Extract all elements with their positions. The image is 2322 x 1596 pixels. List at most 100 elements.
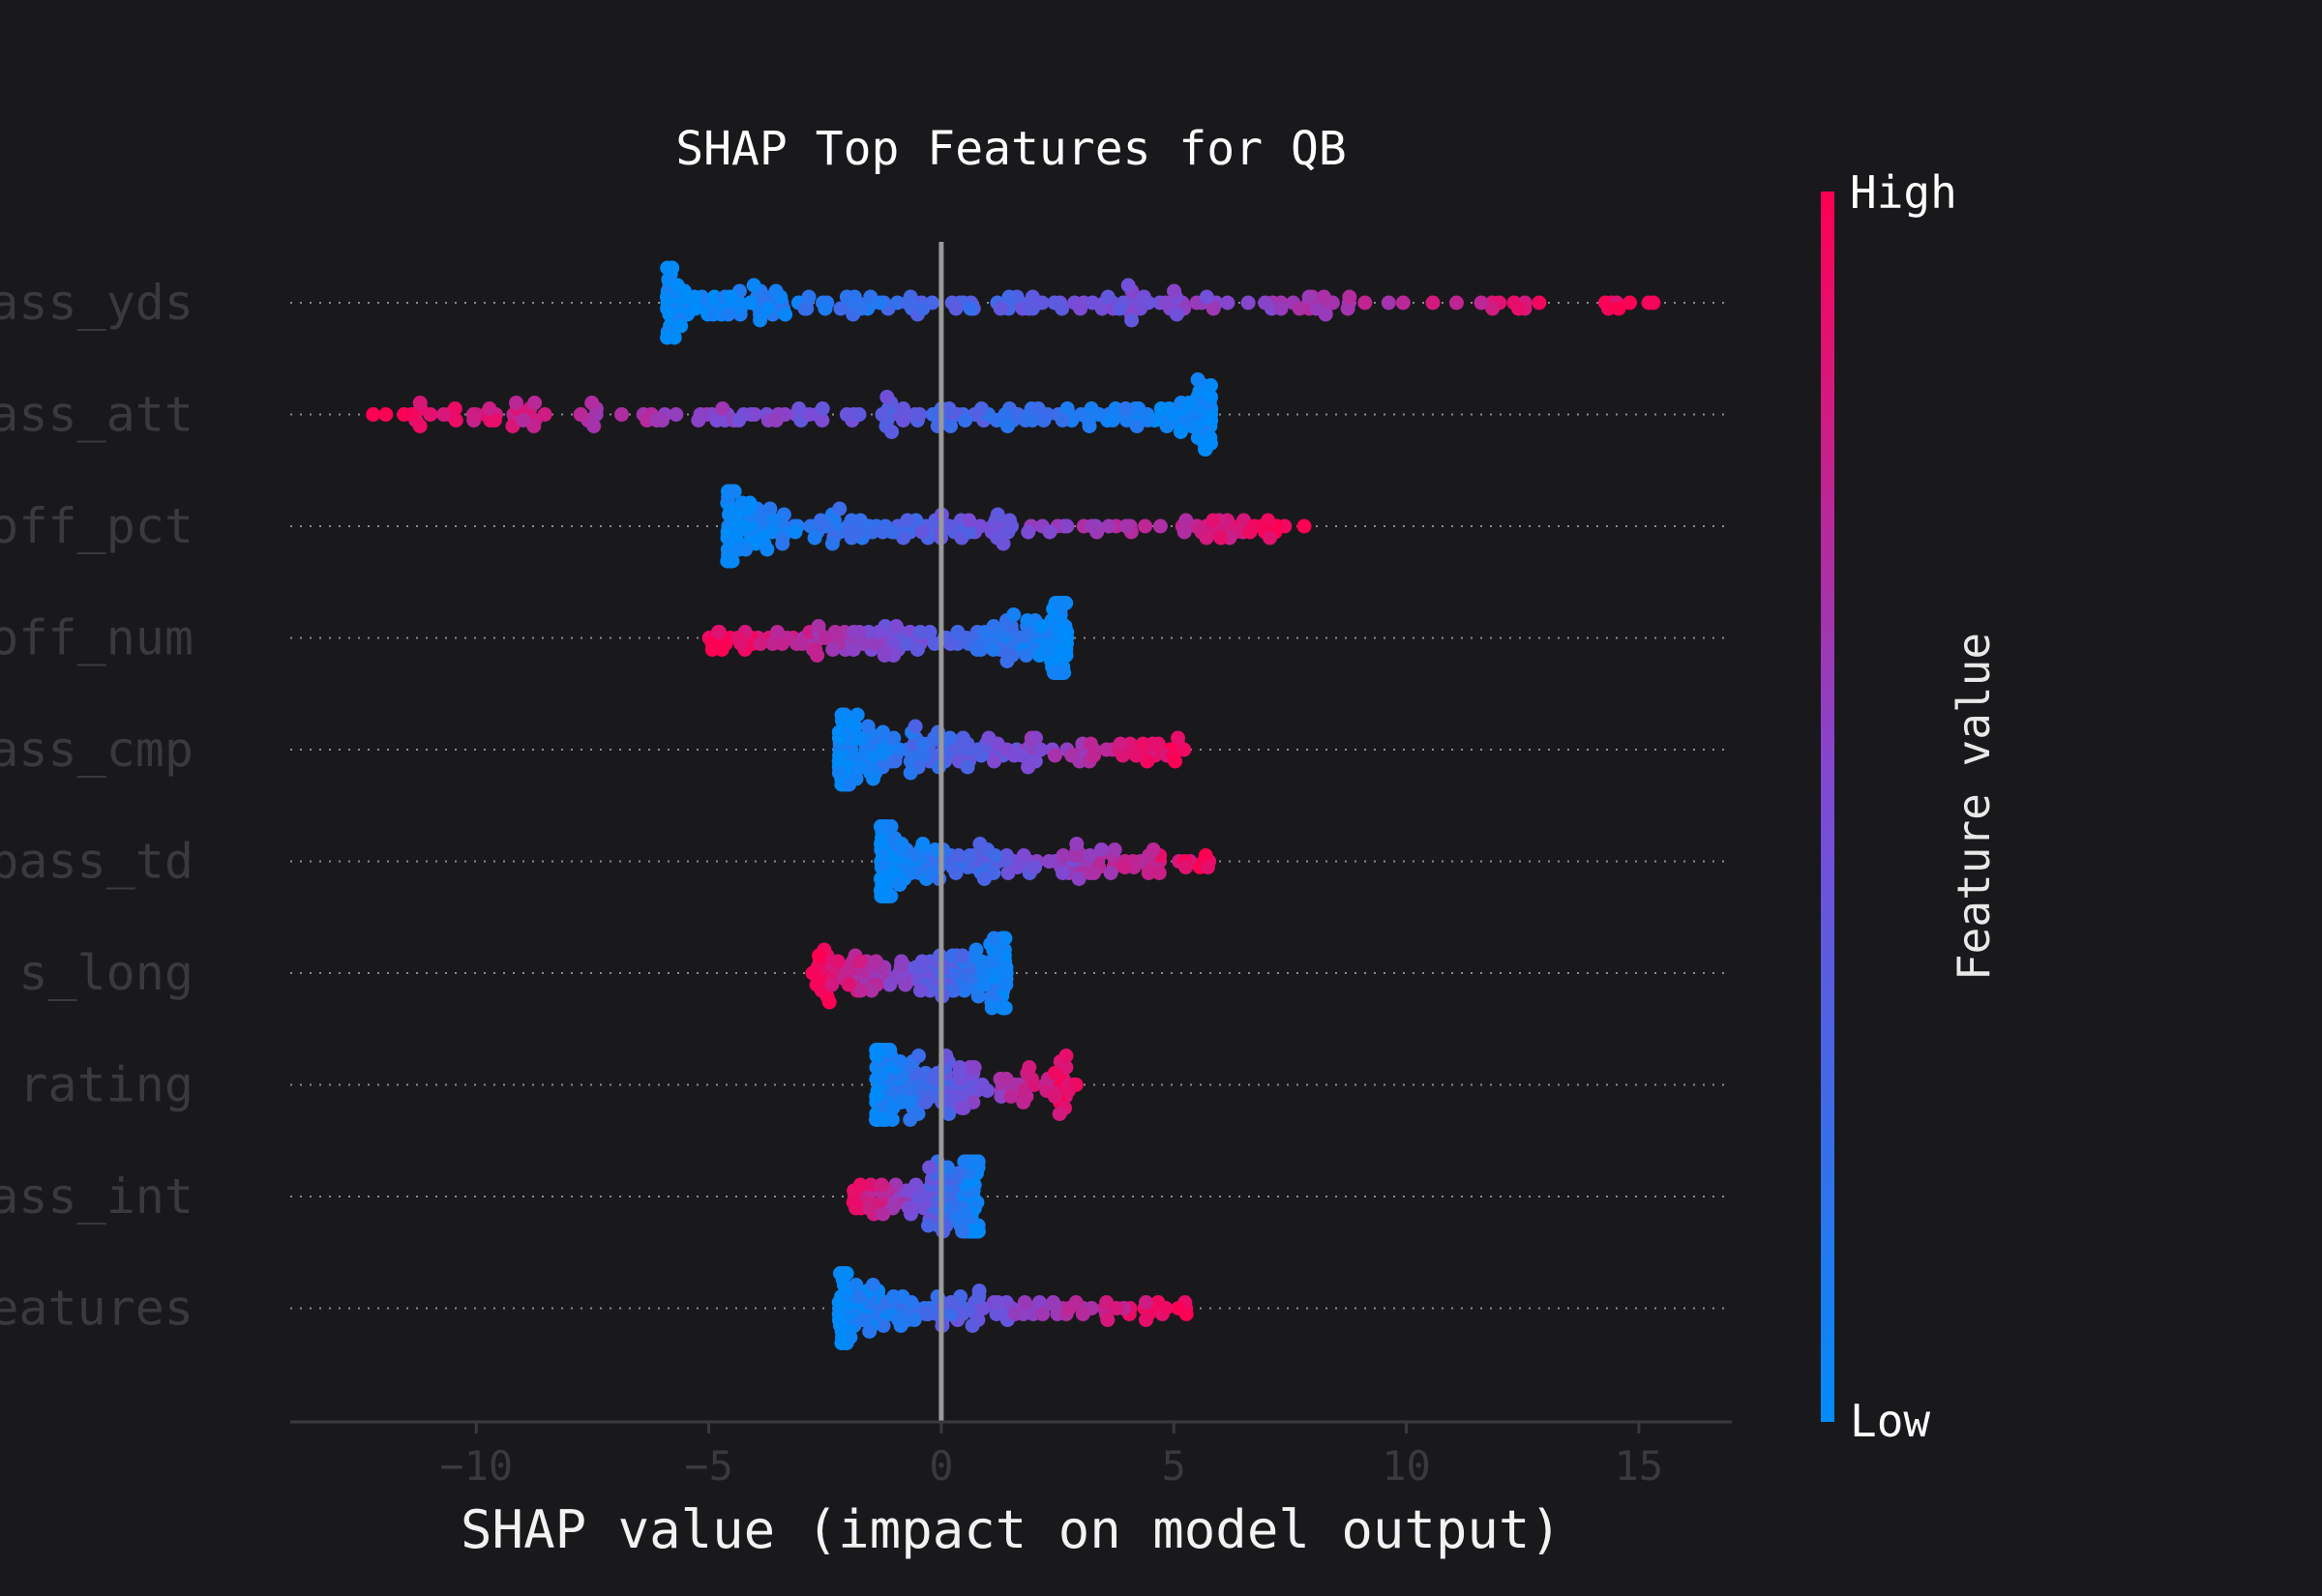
shap-point [1003,1089,1019,1104]
shap-point [831,724,847,740]
shap-point [963,301,978,316]
shap-point [911,1049,926,1063]
shap-point [1054,665,1069,680]
colorbar [1821,192,1834,1422]
shap-point [1001,289,1017,305]
shap-point [1056,848,1071,863]
shap-point [691,413,706,428]
shap-point [1055,413,1070,428]
shap-point [1135,736,1150,752]
shap-point [1069,837,1085,851]
shap-point [941,401,957,416]
feature-label: eatures [0,1281,194,1337]
shap-point [984,1000,999,1016]
shap-point [1622,295,1637,310]
shap-point [855,1313,871,1327]
shap-point [687,289,702,305]
shap-point [848,1200,864,1216]
shap-point [1301,289,1317,305]
shap-point [1206,513,1221,528]
shap-point [908,719,923,734]
shap-point [1171,1301,1186,1315]
shap-point [1511,301,1526,316]
shap-point [1342,289,1357,305]
shap-point [777,407,792,422]
shap-point [715,401,730,416]
shap-point [942,730,958,746]
shap-point [1206,301,1221,316]
shap-point [447,401,462,416]
shap-point [759,542,775,557]
shap-point [762,501,778,517]
shap-point [927,842,942,857]
shap-point [918,1095,934,1109]
shap-point [807,530,822,546]
shap-point [1046,1295,1061,1310]
feature-label: pass_td [0,834,194,890]
shap-point [1136,289,1151,305]
shap-point [896,530,911,546]
shap-point [1109,1301,1124,1315]
shap-point [1176,742,1192,757]
shap-point [996,1307,1011,1321]
shap-point [908,1177,924,1193]
shap-point [1083,848,1098,863]
shap-point [1140,754,1155,769]
shap-point [1099,742,1114,757]
shap-point [586,419,602,433]
shap-point [825,642,841,657]
shap-point [753,312,768,328]
shap-point [908,848,924,863]
shap-point [999,848,1014,863]
shap-point [948,866,964,880]
shap-point [1198,442,1212,457]
shap-point [1100,289,1116,305]
shap-point [839,407,854,422]
shap-point [948,301,964,316]
shap-point [1019,648,1034,663]
shap-point [927,730,942,746]
shap-point [1159,419,1175,433]
shap-point [1087,866,1101,880]
shap-point [998,960,1014,975]
shap-point [768,283,784,299]
shap-point [743,295,759,310]
shap-point [962,524,977,540]
shap-point [1016,848,1031,863]
shap-point [1138,518,1153,534]
shap-point [990,507,1005,522]
shap-point [1100,1313,1116,1327]
shap-point [1173,425,1188,439]
feature-label: rating [18,1057,194,1113]
shap-point [951,848,967,863]
shap-point [483,413,498,428]
shap-point [1120,278,1136,293]
shap-point [863,1177,878,1193]
shap-point [818,301,833,316]
shap-point [915,301,931,316]
shap-point [1474,295,1489,310]
x-tick-label: 10 [1382,1442,1431,1490]
shap-point [1055,301,1070,316]
shap-point [873,295,888,310]
shap-point [1042,524,1057,540]
shap-point [987,754,1001,769]
shap-point [1017,1295,1032,1310]
shap-point [852,1177,868,1193]
shap-point [1117,401,1133,416]
feature-label: ass_int [0,1168,194,1225]
shap-point [962,848,977,863]
shap-point [844,513,859,528]
shap-point [1028,730,1043,746]
shap-point [1242,524,1258,540]
colorbar-low-label: Low [1850,1395,1930,1447]
shap-point [1236,513,1251,528]
shap-point [865,524,880,540]
shap-point [904,866,918,880]
shap-point [788,524,803,540]
shap-point [670,278,685,293]
feature-label: off_pct [0,498,194,554]
shap-point [986,642,1001,657]
shap-point [1047,748,1062,763]
shap-point [968,942,984,958]
